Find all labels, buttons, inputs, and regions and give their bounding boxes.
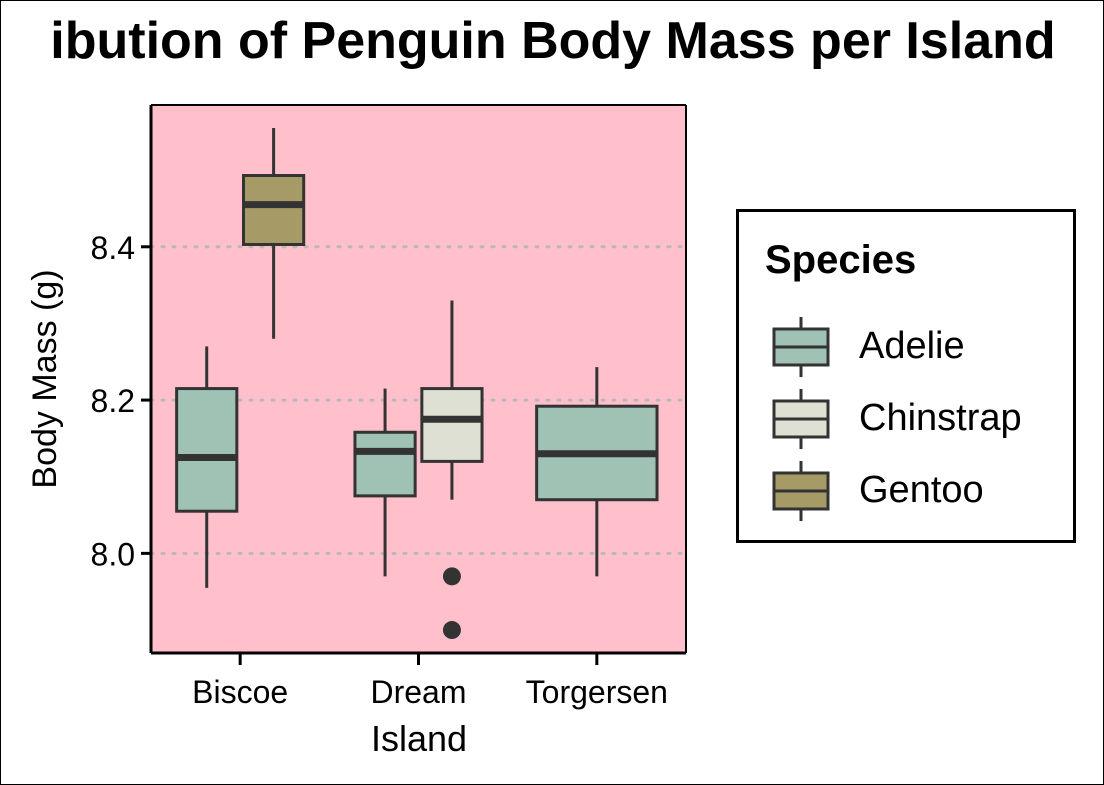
x-tick-label: Torgersen bbox=[526, 674, 668, 710]
box-chinstrap-dream bbox=[420, 300, 484, 640]
box-gentoo-biscoe bbox=[242, 127, 306, 339]
chart-title: ibution of Penguin Body Mass per Island bbox=[50, 12, 1056, 70]
box-iqr bbox=[175, 387, 239, 513]
legend-key-adelie bbox=[772, 317, 830, 377]
outlier-point bbox=[442, 621, 461, 640]
legend-label-adelie: Adelie bbox=[859, 325, 965, 367]
y-axis-label: Body Mass (g) bbox=[26, 269, 64, 488]
legend-label-chinstrap: Chinstrap bbox=[859, 397, 1022, 439]
grid-lines bbox=[149, 245, 688, 555]
box-iqr bbox=[420, 387, 484, 463]
plot-panel bbox=[151, 105, 686, 653]
box-adelie-torgersen bbox=[535, 367, 659, 577]
legend-label-gentoo: Gentoo bbox=[859, 469, 984, 511]
y-ticks: 8.0 8.2 8.4 bbox=[91, 230, 151, 572]
box-layer bbox=[175, 127, 659, 640]
box-adelie-biscoe bbox=[175, 346, 239, 588]
y-tick-label: 8.4 bbox=[91, 230, 135, 266]
x-tick-label: Biscoe bbox=[192, 674, 288, 710]
x-tick-label: Dream bbox=[370, 674, 466, 710]
outlier-point bbox=[442, 567, 461, 586]
legend-keys bbox=[772, 317, 830, 521]
legend-title: Species bbox=[765, 238, 917, 282]
legend-key-gentoo bbox=[772, 461, 830, 521]
box-iqr bbox=[353, 430, 417, 498]
y-tick-label: 8.2 bbox=[91, 383, 135, 419]
legend-key-chinstrap bbox=[772, 389, 830, 449]
box-iqr bbox=[242, 174, 306, 246]
x-axis-label: Island bbox=[371, 718, 467, 759]
box-adelie-dream bbox=[353, 388, 417, 577]
x-ticks: Biscoe Dream Torgersen bbox=[192, 653, 668, 710]
y-tick-label: 8.0 bbox=[91, 536, 135, 572]
legend: Species Adelie Chinstrap Gentoo bbox=[736, 209, 1076, 543]
